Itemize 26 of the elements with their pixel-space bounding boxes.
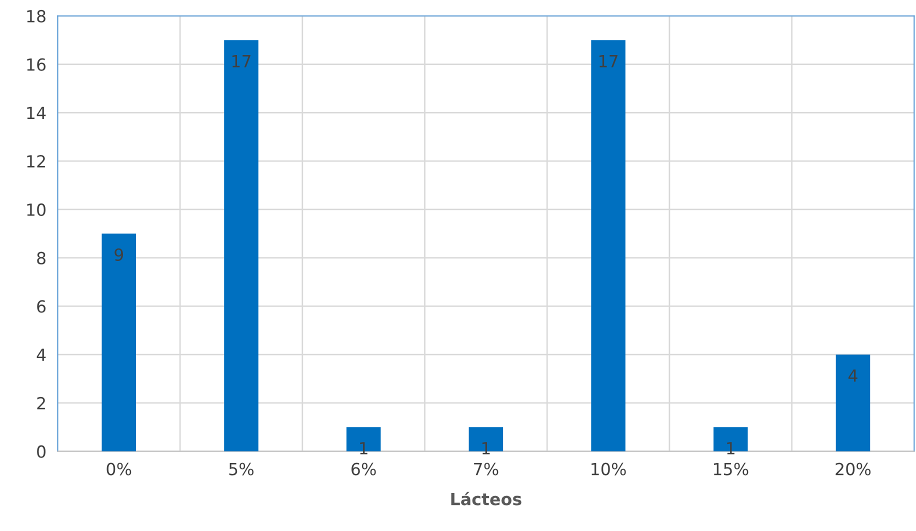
x-axis-title: Lácteos	[451, 492, 522, 506]
x-tick-label: 10%	[592, 462, 626, 476]
x-tick-label: 15%	[714, 462, 748, 476]
bar	[102, 234, 136, 452]
x-tick-label: 20%	[836, 462, 871, 476]
y-tick-label: 10	[27, 203, 46, 216]
x-tick-label: 5%	[229, 462, 254, 476]
y-tick-label: 8	[37, 252, 46, 264]
y-tick-label: 16	[27, 58, 46, 71]
x-tick-label: 0%	[106, 462, 132, 476]
y-tick-label: 18	[27, 10, 46, 22]
y-tick-label: 12	[27, 155, 45, 168]
y-tick-label: 4	[36, 348, 46, 361]
data-label: 4	[848, 370, 858, 382]
bar	[224, 40, 258, 452]
x-tick-label: 6%	[352, 462, 376, 476]
y-tick-label: 2	[37, 396, 45, 410]
y-tick-label: 0	[37, 445, 46, 458]
y-tick-label: 14	[27, 106, 46, 120]
data-label: 9	[114, 248, 124, 261]
data-label: 17	[232, 55, 250, 68]
x-tick-label: 7%	[474, 462, 498, 476]
y-tick-label: 6	[37, 300, 46, 313]
bar	[591, 40, 626, 452]
data-label: 17	[600, 55, 618, 68]
bar	[836, 354, 870, 452]
